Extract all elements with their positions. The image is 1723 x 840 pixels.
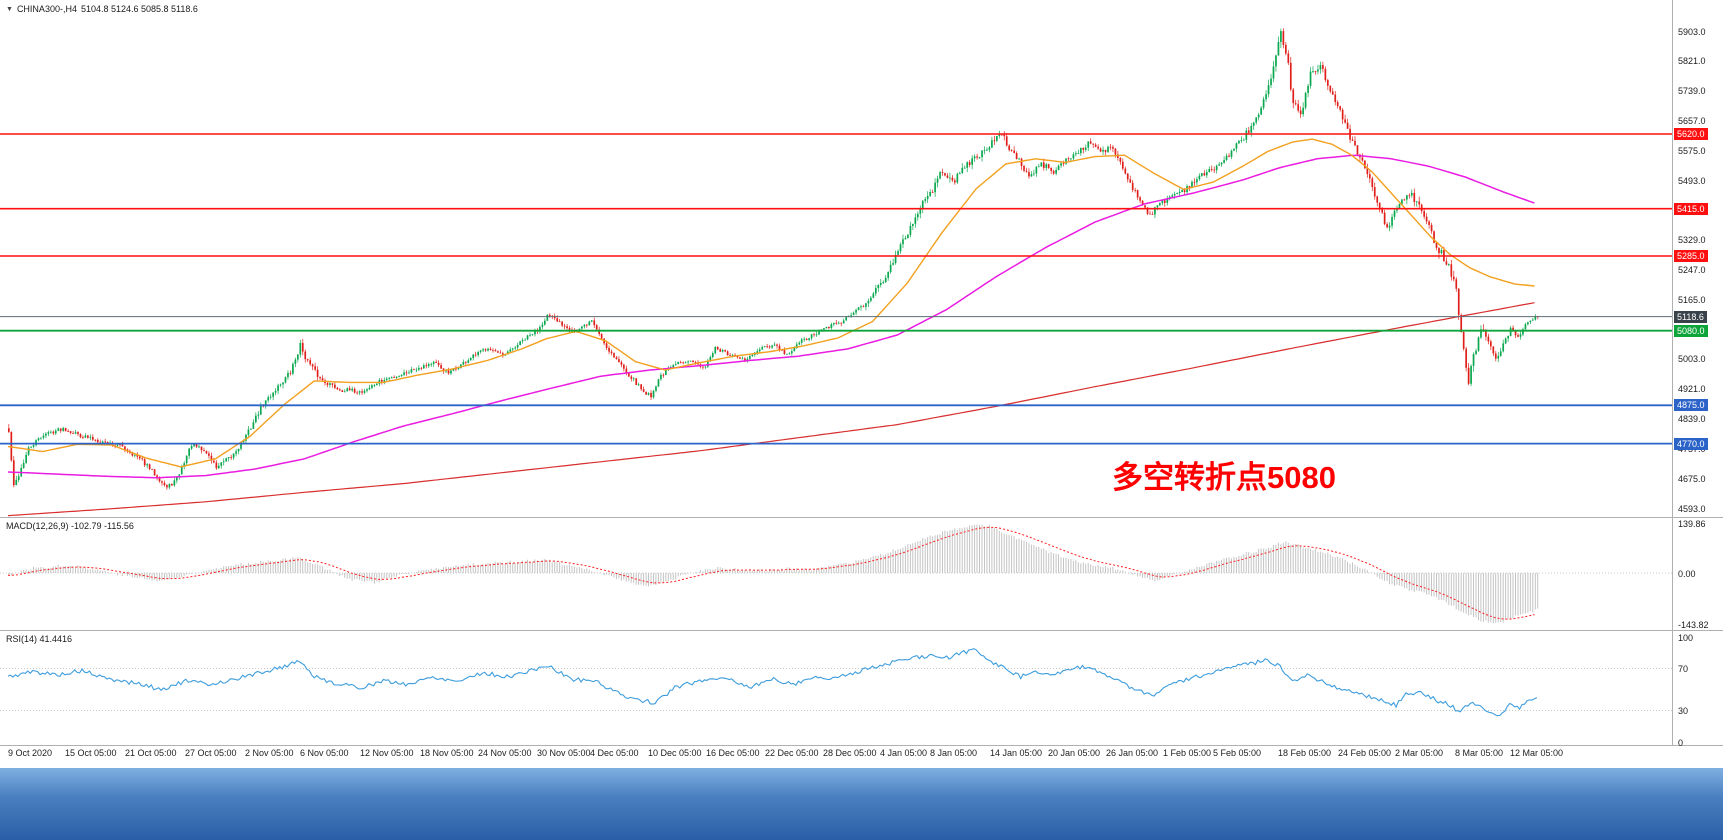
time-axis[interactable]: 9 Oct 2020 15 Oct 05:00 21 Oct 05:00 27 Oct… xyxy=(0,746,1723,768)
price-tick-label: 5575.0 xyxy=(1678,145,1706,156)
time-tick-label: 20 Jan 05:00 xyxy=(1048,748,1101,758)
time-tick-label: 27 Oct 05:00 xyxy=(185,748,237,758)
macd-tick-label: 0.00 xyxy=(1678,568,1696,579)
time-tick-label: 28 Dec 05:00 xyxy=(823,748,877,758)
price-tick-label: 5247.0 xyxy=(1678,265,1706,275)
moving-averages-layer xyxy=(7,138,1535,517)
macd-tick-label: -143.82 xyxy=(1678,619,1709,630)
price-tick-label: 5903.0 xyxy=(1678,26,1706,37)
price-tick-label: 5003.0 xyxy=(1678,354,1706,365)
support-badge-4770: 4770.0 xyxy=(1674,437,1708,450)
symbol-ohlc-values: 5104.8 5124.6 5085.8 5118.6 xyxy=(80,4,198,14)
time-tick-label: 8 Jan 05:00 xyxy=(930,748,978,758)
rsi-tick-label: 0 xyxy=(1678,737,1684,748)
chart-annotation: 多空转折点5080 xyxy=(1112,460,1336,495)
symbol-name: CHINA300-,H4 xyxy=(16,4,77,14)
time-tick-label: 22 Dec 05:00 xyxy=(765,748,819,758)
time-tick-label: 21 Oct 05:00 xyxy=(125,748,177,758)
time-tick-label: 5 Feb 05:00 xyxy=(1213,748,1262,758)
current-price-badge: 5118.6 xyxy=(1674,310,1707,323)
time-tick-label: 10 Dec 05:00 xyxy=(648,748,702,758)
rsi-tick-label: 100 xyxy=(1678,632,1694,643)
price-tick-label: 5329.0 xyxy=(1678,235,1706,246)
time-tick-label: 12 Nov 05:00 xyxy=(360,748,414,758)
macd-indicator-label: MACD(12,26,9) -102.79 -115.56 xyxy=(6,521,134,531)
macd-layer xyxy=(0,524,1672,624)
levels-layer xyxy=(0,133,1672,445)
price-tick-label: 4593.0 xyxy=(1678,503,1706,514)
rsi-layer xyxy=(0,648,1672,717)
chart-canvas[interactable] xyxy=(0,0,1723,770)
rsi-tick-label: 70 xyxy=(1678,664,1689,674)
pivot-badge-5080: 5080.0 xyxy=(1674,324,1708,337)
rsi-tick-label: 30 xyxy=(1678,706,1689,716)
time-tick-label: 4 Jan 05:00 xyxy=(880,748,928,758)
time-tick-label: 16 Dec 05:00 xyxy=(706,748,760,758)
macd-tick-label: 139.86 xyxy=(1678,518,1706,529)
price-tick-label: 5165.0 xyxy=(1678,294,1706,305)
symbol-dropdown-icon[interactable]: ▼ xyxy=(6,5,13,13)
time-tick-label: 24 Feb 05:00 xyxy=(1338,748,1392,758)
time-tick-label: 24 Nov 05:00 xyxy=(478,748,532,758)
price-tick-label: 5657.0 xyxy=(1678,115,1706,126)
time-tick-label: 1 Feb 05:00 xyxy=(1163,748,1212,758)
symbol-ohlc-line: ▼ CHINA300-,H4 5104.8 5124.6 5085.8 5118… xyxy=(6,4,198,14)
time-tick-label: 2 Mar 05:00 xyxy=(1395,748,1444,758)
time-tick-label: 14 Jan 05:00 xyxy=(990,748,1043,758)
time-tick-label: 18 Nov 05:00 xyxy=(420,748,474,758)
resistance-badge-5285: 5285.0 xyxy=(1674,250,1708,263)
time-tick-label: 30 Nov 05:00 xyxy=(537,748,591,758)
time-tick-label: 8 Mar 05:00 xyxy=(1455,748,1504,758)
price-tick-label: 4921.0 xyxy=(1678,384,1706,395)
price-tick-label: 4675.0 xyxy=(1678,473,1706,484)
time-tick-label: 18 Feb 05:00 xyxy=(1278,748,1332,758)
time-tick-label: 6 Nov 05:00 xyxy=(300,748,349,758)
price-tick-label: 4839.0 xyxy=(1678,414,1706,425)
time-tick-label: 9 Oct 2020 xyxy=(8,748,53,758)
price-axis[interactable]: 5903.05821.05739.05657.05575.05493.05411… xyxy=(1674,0,1723,748)
price-tick-label: 5493.0 xyxy=(1678,175,1706,186)
candles-layer xyxy=(8,28,1539,490)
rsi-indicator-label: RSI(14) 41.4416 xyxy=(6,634,73,644)
time-tick-label: 12 Mar 05:00 xyxy=(1510,748,1564,758)
time-tick-label: 4 Dec 05:00 xyxy=(590,748,639,758)
resistance-badge-5415: 5415.0 xyxy=(1674,202,1708,215)
time-tick-label: 15 Oct 05:00 xyxy=(65,748,117,758)
price-tick-label: 5821.0 xyxy=(1678,56,1706,67)
support-badge-4875: 4875.0 xyxy=(1674,399,1708,412)
bottom-window-strip xyxy=(0,768,1723,840)
resistance-badge-5620: 5620.0 xyxy=(1674,128,1708,141)
time-tick-label: 2 Nov 05:00 xyxy=(245,748,294,758)
price-tick-label: 5739.0 xyxy=(1678,86,1706,97)
time-tick-label: 26 Jan 05:00 xyxy=(1106,748,1159,758)
